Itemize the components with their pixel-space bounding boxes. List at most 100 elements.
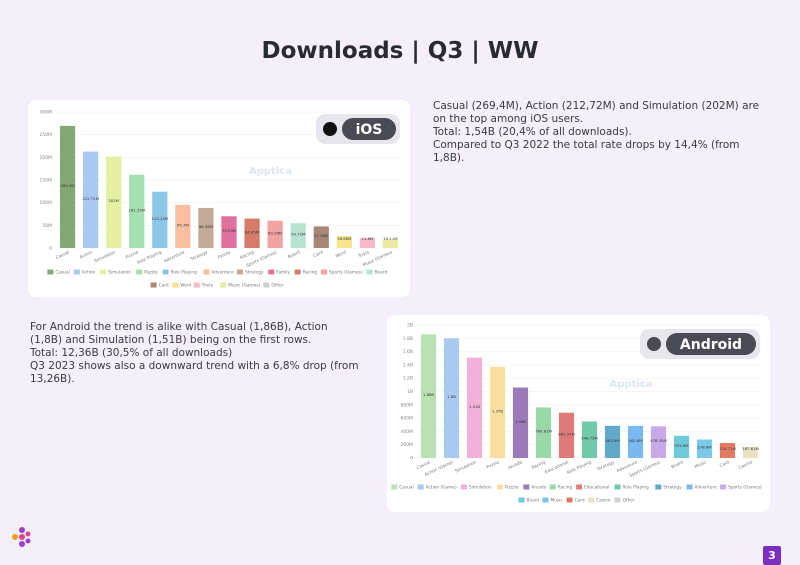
y-tick-label: 300M <box>40 110 53 116</box>
bar <box>290 223 306 248</box>
bar <box>535 407 552 458</box>
legend-swatch <box>523 484 530 490</box>
platform-icon <box>647 337 661 351</box>
legend-label: Action <box>82 270 96 276</box>
legend-label: Puzzle <box>144 270 158 276</box>
value-label: 1.51B <box>469 404 480 409</box>
value-label: 1.37B <box>492 408 503 413</box>
bar <box>673 435 690 458</box>
legend-swatch <box>237 269 243 275</box>
value-label: 1.06B <box>515 419 526 424</box>
bar <box>221 216 237 248</box>
y-tick-label: 0 <box>49 246 52 252</box>
legend-label: Other <box>623 498 635 504</box>
legend-label: Music (Games) <box>228 283 260 289</box>
bar <box>650 426 667 458</box>
legend-swatch <box>294 269 301 275</box>
y-tick-label: 200M <box>40 155 53 161</box>
value-label: 212.72M <box>82 196 99 201</box>
y-tick-label: 1.2B <box>403 376 413 382</box>
y-tick-label: 0 <box>410 456 413 462</box>
bar <box>59 125 76 248</box>
y-tick-label: 600M <box>401 416 414 422</box>
value-label: 70.03M <box>222 228 236 233</box>
bar <box>627 425 644 458</box>
legend-label: Strategy <box>245 270 264 276</box>
legend-swatch <box>496 484 503 490</box>
legend-swatch <box>263 282 270 288</box>
legend-label: Racing <box>303 270 318 276</box>
bar <box>359 238 376 248</box>
legend-label: Board <box>527 498 540 504</box>
y-tick-label: 1B <box>407 389 413 395</box>
x-tick-label: Educational <box>544 459 569 475</box>
legend-label: Casual <box>55 270 69 276</box>
legend-swatch <box>655 484 662 490</box>
value-label: 760.81M <box>535 429 552 434</box>
x-tick-label: Board <box>670 459 684 470</box>
legend-swatch <box>549 484 556 490</box>
value-label: 333.9M <box>674 443 688 448</box>
value-label: 224.71M <box>719 446 736 451</box>
value-label: 1.86B <box>423 392 434 397</box>
y-tick-label: 150M <box>40 178 53 184</box>
bar <box>558 412 575 458</box>
x-tick-label: Adventure <box>163 249 186 264</box>
value-label: 47.58M <box>314 233 328 238</box>
legend-label: Adventure <box>211 270 234 276</box>
x-tick-label: Role Playing <box>136 249 163 266</box>
value-label: 476.35M <box>650 438 667 443</box>
value-label: 19.11M <box>383 236 397 241</box>
note-line: Compared to Q3 2022 the total rate drops… <box>433 139 740 164</box>
y-tick-label: 400M <box>401 429 414 435</box>
platform-icon <box>323 122 337 136</box>
x-tick-label: Casino <box>738 459 754 471</box>
slide-title: Downloads | Q3 | WW <box>261 38 539 64</box>
value-label: 202M <box>108 198 119 203</box>
bar <box>489 366 506 458</box>
legend-swatch <box>614 497 621 503</box>
bar <box>129 174 145 248</box>
legend-swatch <box>203 269 210 275</box>
value-label: 95.3M <box>177 222 189 227</box>
legend-label: Educational <box>584 485 609 491</box>
x-tick-label: Board <box>287 249 301 260</box>
note-line: Q3 2023 shows also a downward trend with… <box>30 360 359 385</box>
value-label: 54.72M <box>291 232 305 237</box>
value-label: 681.37M <box>558 431 575 436</box>
legend-swatch <box>417 484 424 490</box>
x-tick-label: Music <box>694 459 708 470</box>
x-tick-label: Racing <box>239 249 255 261</box>
x-tick-label: Simulation <box>454 459 478 474</box>
value-label: 549.75M <box>581 436 598 441</box>
legend-swatch <box>518 497 525 503</box>
legend-label: Racing <box>558 485 573 491</box>
legend-label: Sports (Games) <box>728 485 762 491</box>
bar <box>152 191 168 248</box>
legend-swatch <box>136 269 143 275</box>
legend-label: Casual <box>399 485 413 491</box>
legend-swatch <box>220 282 227 288</box>
legend-swatch <box>47 269 54 275</box>
value-label: 167.81M <box>742 446 759 451</box>
ios-notes: Casual (269,4M), Action (212,72M) and Si… <box>433 100 763 165</box>
x-tick-label: Puzzle <box>125 249 140 260</box>
legend-label: Role Playing <box>171 270 198 276</box>
legend-swatch <box>366 269 373 275</box>
legend-label: Adventure <box>695 485 718 491</box>
legend-label: Trivia <box>201 283 214 289</box>
bar <box>742 446 759 458</box>
bar <box>420 334 437 458</box>
legend-swatch <box>542 497 549 503</box>
value-label: 483.9M <box>605 438 619 443</box>
bar <box>313 226 329 248</box>
legend-swatch <box>460 484 467 490</box>
logo <box>12 527 31 547</box>
legend-swatch <box>193 282 200 288</box>
legend-label: Simulation <box>108 270 131 276</box>
legend-swatch <box>100 269 107 275</box>
value-label: 482.8M <box>628 438 642 443</box>
y-tick-label: 1.6B <box>403 349 413 355</box>
badge-label: iOS <box>356 122 383 138</box>
